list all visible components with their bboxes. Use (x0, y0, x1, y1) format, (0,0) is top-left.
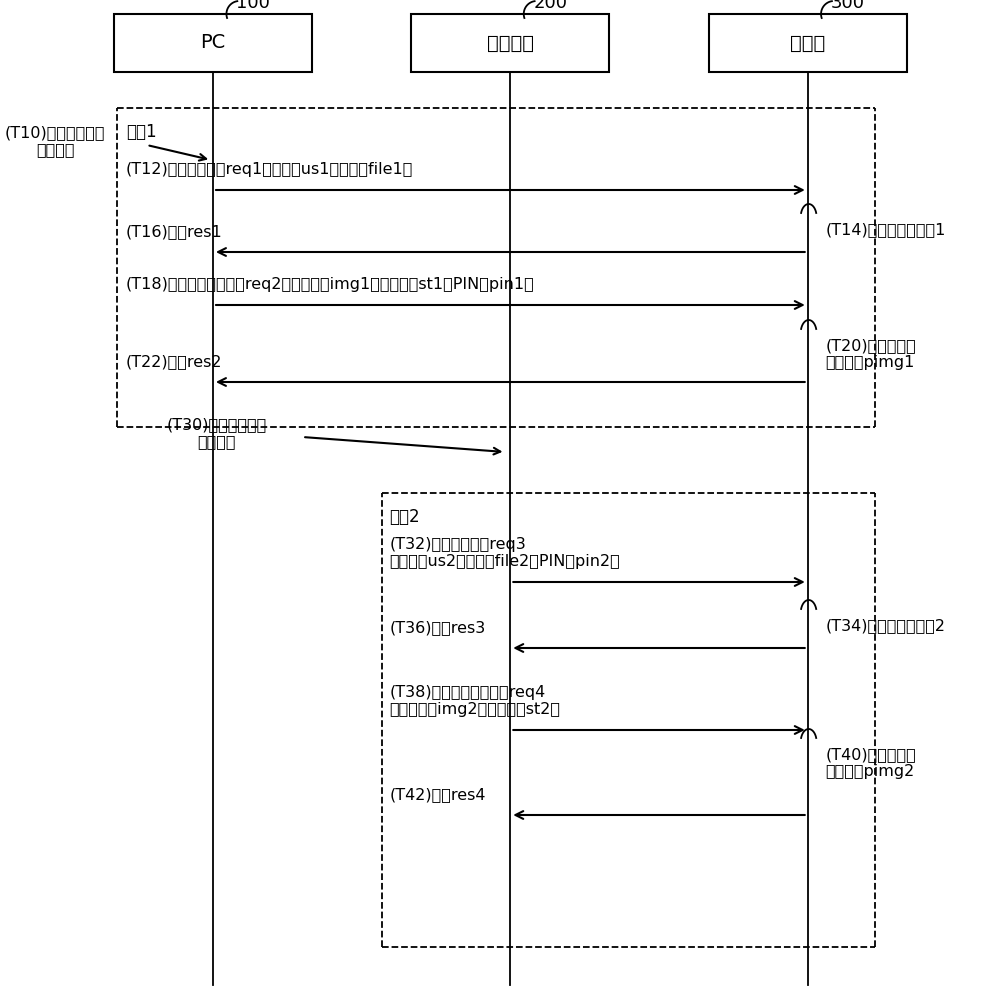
Text: (T22)响应res2: (T22)响应res2 (126, 354, 222, 369)
Text: 200: 200 (533, 0, 567, 12)
Text: (T10)取得安全打印
执行指示: (T10)取得安全打印 执行指示 (5, 125, 105, 157)
Bar (709, 14, 907, 72)
Text: (T34)生成并存储作业2: (T34)生成并存储作业2 (826, 618, 945, 633)
Text: PC: PC (200, 33, 226, 52)
Text: (T14)生成并存储作业1: (T14)生成并存储作业1 (826, 222, 945, 237)
Text: (T12)作业生成请求req1（用户名us1、文件名file1）: (T12)作业生成请求req1（用户名us1、文件名file1） (126, 162, 413, 177)
Text: (T36)响应res3: (T36)响应res3 (389, 620, 486, 635)
Text: (T18)打印数据生成请求req2（图像数据img1、设定信息st1、PIN码pin1）: (T18)打印数据生成请求req2（图像数据img1、设定信息st1、PIN码p… (126, 277, 534, 292)
Text: 协议2: 协议2 (389, 508, 420, 526)
Text: (T30)取得安全打印
执行指示: (T30)取得安全打印 执行指示 (166, 417, 267, 449)
Text: (T38)打印数据生成请求req4
（图像数据img2、设定信息st2）: (T38)打印数据生成请求req4 （图像数据img2、设定信息st2） (389, 685, 561, 717)
Text: 100: 100 (236, 0, 270, 12)
Text: (T20)生成并存储
打印数据pimg1: (T20)生成并存储 打印数据pimg1 (826, 338, 917, 370)
Text: 打印机: 打印机 (790, 33, 826, 52)
Text: 移动终端: 移动终端 (487, 33, 534, 52)
Text: (T16)响应res1: (T16)响应res1 (126, 224, 223, 239)
Text: 300: 300 (830, 0, 864, 12)
Text: 协议1: 协议1 (126, 123, 157, 141)
Text: (T40)生成并存储
打印数据pimg2: (T40)生成并存储 打印数据pimg2 (826, 747, 917, 779)
Bar (411, 14, 609, 72)
Text: (T42)响应res4: (T42)响应res4 (389, 787, 486, 802)
Bar (114, 14, 312, 72)
Text: (T32)作业生成请求req3
（用户名us2、文件名file2、PIN码pin2）: (T32)作业生成请求req3 （用户名us2、文件名file2、PIN码pin… (389, 537, 620, 569)
